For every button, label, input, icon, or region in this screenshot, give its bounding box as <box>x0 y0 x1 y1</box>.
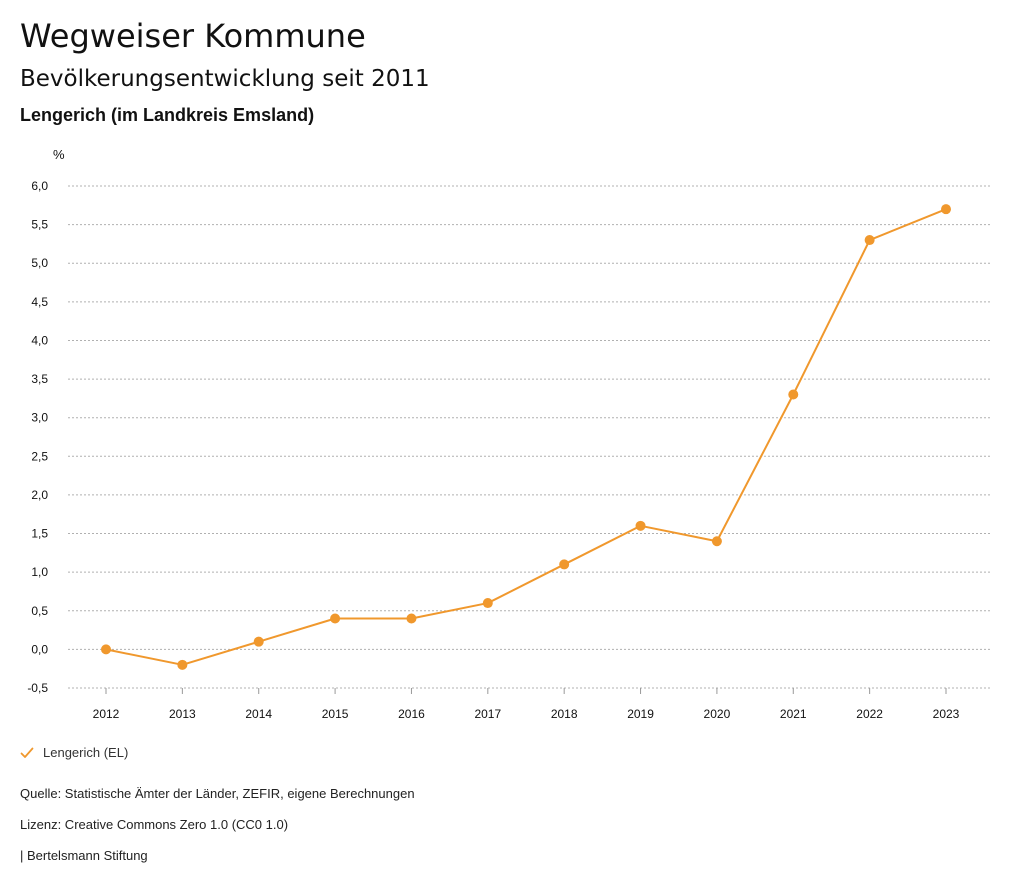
x-tick-label: 2020 <box>704 707 731 721</box>
data-point[interactable] <box>711 536 722 547</box>
data-point[interactable] <box>406 613 417 624</box>
x-tick-label: 2018 <box>551 707 578 721</box>
data-point[interactable] <box>482 598 493 609</box>
source-note: Quelle: Statistische Ämter der Länder, Z… <box>20 786 415 801</box>
line-chart: 6,0 5,5 5,0 4,5 4,0 3,5 3,0 2,5 2,0 1,5 1,0 0,5 0,0 -… <box>27 147 990 721</box>
y-tick-label: 6,0 <box>31 179 48 193</box>
y-tick-label: 5,5 <box>31 218 48 232</box>
legend-item-lengerich[interactable]: Lengerich (EL) <box>20 743 128 763</box>
series-lengerich <box>101 204 951 670</box>
data-point[interactable] <box>330 613 341 624</box>
series-line <box>105 208 947 666</box>
y-tick-label: 1,5 <box>31 527 48 541</box>
region-label: Lengerich (im Landkreis Emsland) <box>20 105 315 125</box>
y-tick-label: 1,0 <box>31 565 48 579</box>
data-point[interactable] <box>788 389 799 400</box>
data-point[interactable] <box>177 659 188 670</box>
x-tick-label: 2017 <box>474 707 501 721</box>
data-point[interactable] <box>941 204 951 215</box>
y-tick-label: -0,5 <box>27 681 48 695</box>
legend-label: Lengerich (EL) <box>43 745 129 760</box>
x-tick-label: 2012 <box>93 707 120 721</box>
y-tick-label: 0,5 <box>31 604 48 618</box>
y-tick-label: 5,0 <box>31 256 48 270</box>
y-tick-label: 3,0 <box>31 411 48 425</box>
y-tick-label: 3,5 <box>31 372 48 386</box>
x-tick-label: 2023 <box>933 707 960 721</box>
x-tick-label: 2013 <box>169 707 196 721</box>
grid-lines <box>68 185 990 689</box>
chart-subtitle: Bevölkerungsentwicklung seit 2011 <box>20 66 430 92</box>
brand-note[interactable]: | Bertelsmann Stiftung <box>20 848 148 863</box>
y-tick-label: 0,0 <box>31 642 48 656</box>
data-point[interactable] <box>559 559 570 570</box>
y-axis-tick-labels: 6,0 5,5 5,0 4,5 4,0 3,5 3,0 2,5 2,0 1,5 1,0 0,5 0,0 -… <box>27 179 48 695</box>
x-tick-label: 2019 <box>627 707 654 721</box>
page-title: Wegweiser Kommune <box>20 17 366 55</box>
x-tick-label: 2014 <box>245 707 272 721</box>
y-tick-label: 2,0 <box>31 488 48 502</box>
x-axis-tick-labels: 2012 2013 2014 2015 2016 2017 2018 2019 2020 2021… <box>93 688 960 721</box>
y-tick-label: 4,5 <box>31 295 48 309</box>
y-tick-label: 4,0 <box>31 333 48 347</box>
y-axis-label: % <box>53 147 65 162</box>
x-tick-label: 2015 <box>322 707 349 721</box>
data-point[interactable] <box>253 636 264 647</box>
x-tick-label: 2021 <box>780 707 807 721</box>
license-note: Lizenz: Creative Commons Zero 1.0 (CC0 1… <box>20 817 289 832</box>
data-point[interactable] <box>101 644 111 655</box>
check-icon <box>20 747 34 758</box>
x-tick-label: 2016 <box>398 707 425 721</box>
data-point[interactable] <box>635 520 646 531</box>
data-point[interactable] <box>864 235 875 246</box>
x-tick-label: 2022 <box>856 707 883 721</box>
y-tick-label: 2,5 <box>31 449 48 463</box>
